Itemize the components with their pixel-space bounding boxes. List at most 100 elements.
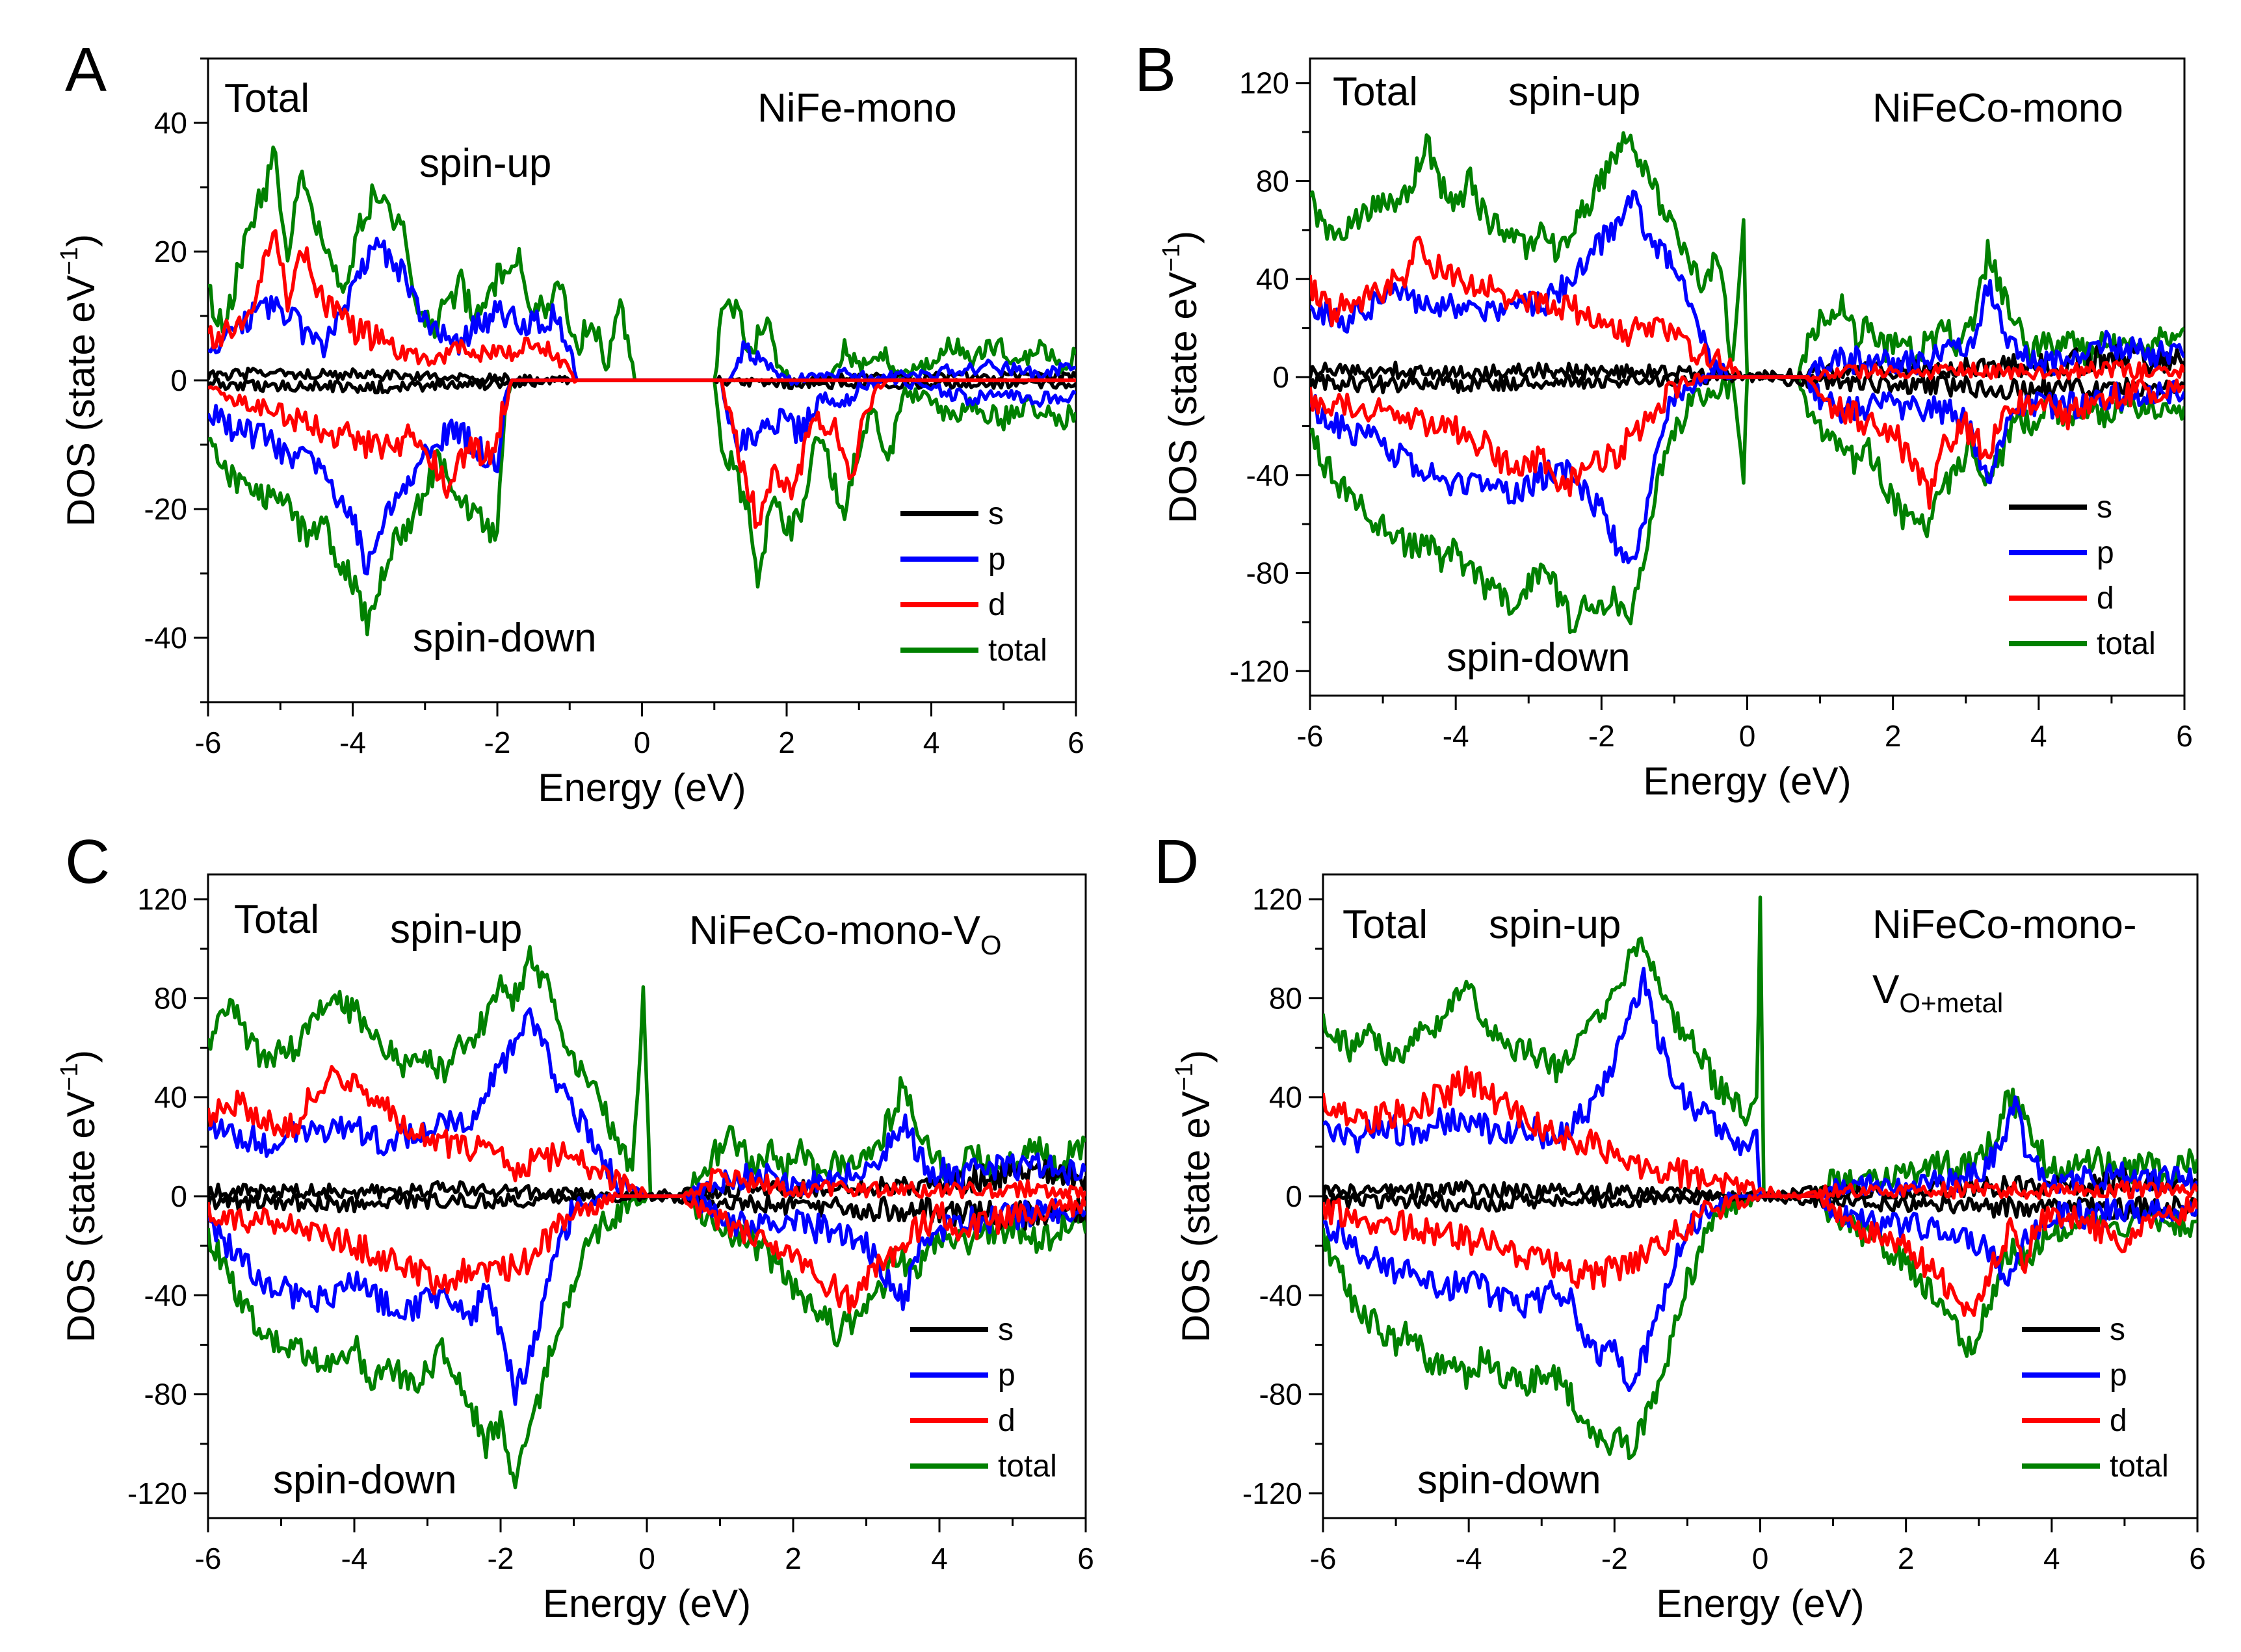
x-tick-label: -6 (195, 726, 222, 759)
x-tick-label: 6 (2189, 1541, 2206, 1575)
x-tick-label: -2 (484, 726, 511, 759)
y-tick-label: -20 (144, 492, 187, 526)
series-d-spin-down (1310, 373, 2184, 510)
x-axis-label: Energy (eV) (538, 766, 746, 809)
x-tick-label: 6 (2176, 719, 2193, 753)
y-tick-label: -40 (1246, 458, 1289, 492)
x-tick-label: 6 (1068, 726, 1084, 759)
y-tick-label: -80 (1246, 557, 1289, 590)
y-tick-label: 120 (1252, 882, 1302, 916)
series-d-spin-up (208, 229, 1076, 384)
series-total-spin-up (208, 145, 1076, 382)
legend-label-d: d (2110, 1404, 2127, 1438)
y-tick-label: 20 (154, 235, 187, 269)
x-tick-label: -2 (488, 1541, 514, 1575)
x-tick-label: 6 (1077, 1541, 1094, 1575)
legend-label-p: p (2097, 536, 2114, 570)
x-tick-label: 2 (1885, 719, 1902, 753)
legend-label-d: d (2097, 581, 2114, 616)
panel-title-line2-subscript: O+metal (1899, 988, 2003, 1018)
y-tick-label: 80 (1256, 164, 1289, 198)
y-axis-label-text: DOS (state eV (59, 1091, 103, 1343)
annotation-total: Total (1333, 70, 1418, 114)
y-axis-label-superscript: −1 (1158, 244, 1185, 272)
legend-label-p: p (988, 542, 1006, 577)
panel-title-main: NiFeCo-mono-V (689, 908, 981, 953)
panel-title-line2-main: V (1872, 967, 1900, 1012)
legend-label-total: total (998, 1449, 1057, 1484)
x-tick-label: 2 (785, 1541, 802, 1575)
y-tick-label: 40 (1256, 262, 1289, 296)
annotation-spin-up: spin-up (390, 907, 522, 952)
x-tick-label: 0 (638, 1541, 655, 1575)
x-tick-label: -6 (1297, 719, 1324, 753)
y-tick-label: 120 (137, 882, 187, 916)
panel-letter: D (1154, 827, 1199, 897)
y-tick-label: -120 (1242, 1476, 1302, 1510)
annotation-total: Total (224, 76, 309, 121)
panel-letter: C (65, 827, 110, 897)
x-tick-label: 2 (1898, 1541, 1915, 1575)
legend-label-s: s (988, 497, 1004, 531)
legend-label-d: d (998, 1404, 1016, 1438)
legend-label-total: total (2097, 627, 2156, 661)
panel-letter: A (65, 35, 107, 105)
x-tick-label: 4 (2043, 1541, 2060, 1575)
plot-area (208, 145, 1076, 636)
series-total-spin-up (208, 945, 1086, 1198)
x-tick-label: -6 (195, 1541, 222, 1575)
panel-d: D -6 -4 -2 0 2 4 6 -120 -80 -40 0 40 80 120 Energy (eV… (1154, 827, 2206, 1625)
legend-label-s: s (2097, 490, 2112, 525)
x-axis-label: Energy (eV) (1643, 759, 1851, 803)
series-total-spin-up (1310, 131, 2184, 379)
x-tick-label: 4 (923, 726, 940, 759)
y-axis-label: DOS (state eV−1) (1158, 231, 1205, 523)
series-d-spin-up (1323, 1065, 2197, 1201)
x-axis-label: Energy (eV) (543, 1582, 751, 1625)
panel-title-line1: NiFeCo-mono- (1872, 902, 2137, 947)
x-tick-label: -4 (339, 726, 366, 759)
y-tick-label: 0 (1285, 1179, 1302, 1213)
y-axis-label-superscript: −1 (56, 1063, 83, 1091)
series-total-spin-down (1310, 375, 2184, 635)
y-axis-label-superscript: −1 (56, 247, 83, 275)
y-tick-label: 0 (170, 1179, 187, 1213)
y-tick-label: -40 (144, 621, 187, 655)
series-d-spin-down (1323, 1194, 2197, 1317)
y-tick-label: 120 (1239, 66, 1289, 100)
y-tick-label: -80 (1259, 1378, 1302, 1411)
legend-label-total: total (988, 633, 1047, 668)
x-axis-label: Energy (eV) (1656, 1582, 1864, 1625)
y-tick-label: -80 (144, 1378, 187, 1411)
legend-label-p: p (2110, 1358, 2127, 1393)
panel-title-subscript: O (980, 930, 1002, 960)
y-axis-label: DOS (state eV−1) (56, 1050, 103, 1343)
annotation-spin-down: spin-down (273, 1458, 457, 1502)
annotation-total: Total (1343, 902, 1428, 947)
series-total-spin-up (1323, 895, 2197, 1198)
dos-plot-nifeco-mono-vo-metal: -6 -4 -2 0 2 4 6 -120 -80 -40 0 40 80 120 Energy (eV) D… (1171, 873, 2206, 1625)
panel-title: NiFeCo-mono (1872, 86, 2123, 131)
y-tick-label: 40 (154, 106, 187, 140)
y-axis-label-close: ) (59, 234, 103, 247)
annotation-spin-up: spin-up (419, 141, 551, 186)
x-tick-label: -4 (1443, 719, 1469, 753)
y-tick-label: -40 (144, 1278, 187, 1312)
y-tick-label: 40 (1269, 1081, 1302, 1114)
x-tick-label: 4 (2030, 719, 2047, 753)
annotation-spin-up: spin-up (1508, 70, 1640, 114)
legend-label-s: s (998, 1313, 1014, 1347)
x-tick-label: -4 (341, 1541, 368, 1575)
x-tick-label: -2 (1588, 719, 1615, 753)
x-tick-label: 0 (634, 726, 651, 759)
panel-title: NiFe-mono (757, 86, 957, 131)
y-tick-label: -120 (1229, 654, 1289, 688)
y-tick-label: -120 (127, 1476, 187, 1510)
annotation-spin-down: spin-down (1447, 635, 1631, 680)
y-axis-label: DOS (state eV−1) (1171, 1050, 1218, 1343)
plot-area (1310, 131, 2184, 635)
y-tick-label: 80 (154, 981, 187, 1015)
x-tick-label: -4 (1456, 1541, 1482, 1575)
y-axis-label-text: DOS (state eV (1161, 272, 1205, 523)
